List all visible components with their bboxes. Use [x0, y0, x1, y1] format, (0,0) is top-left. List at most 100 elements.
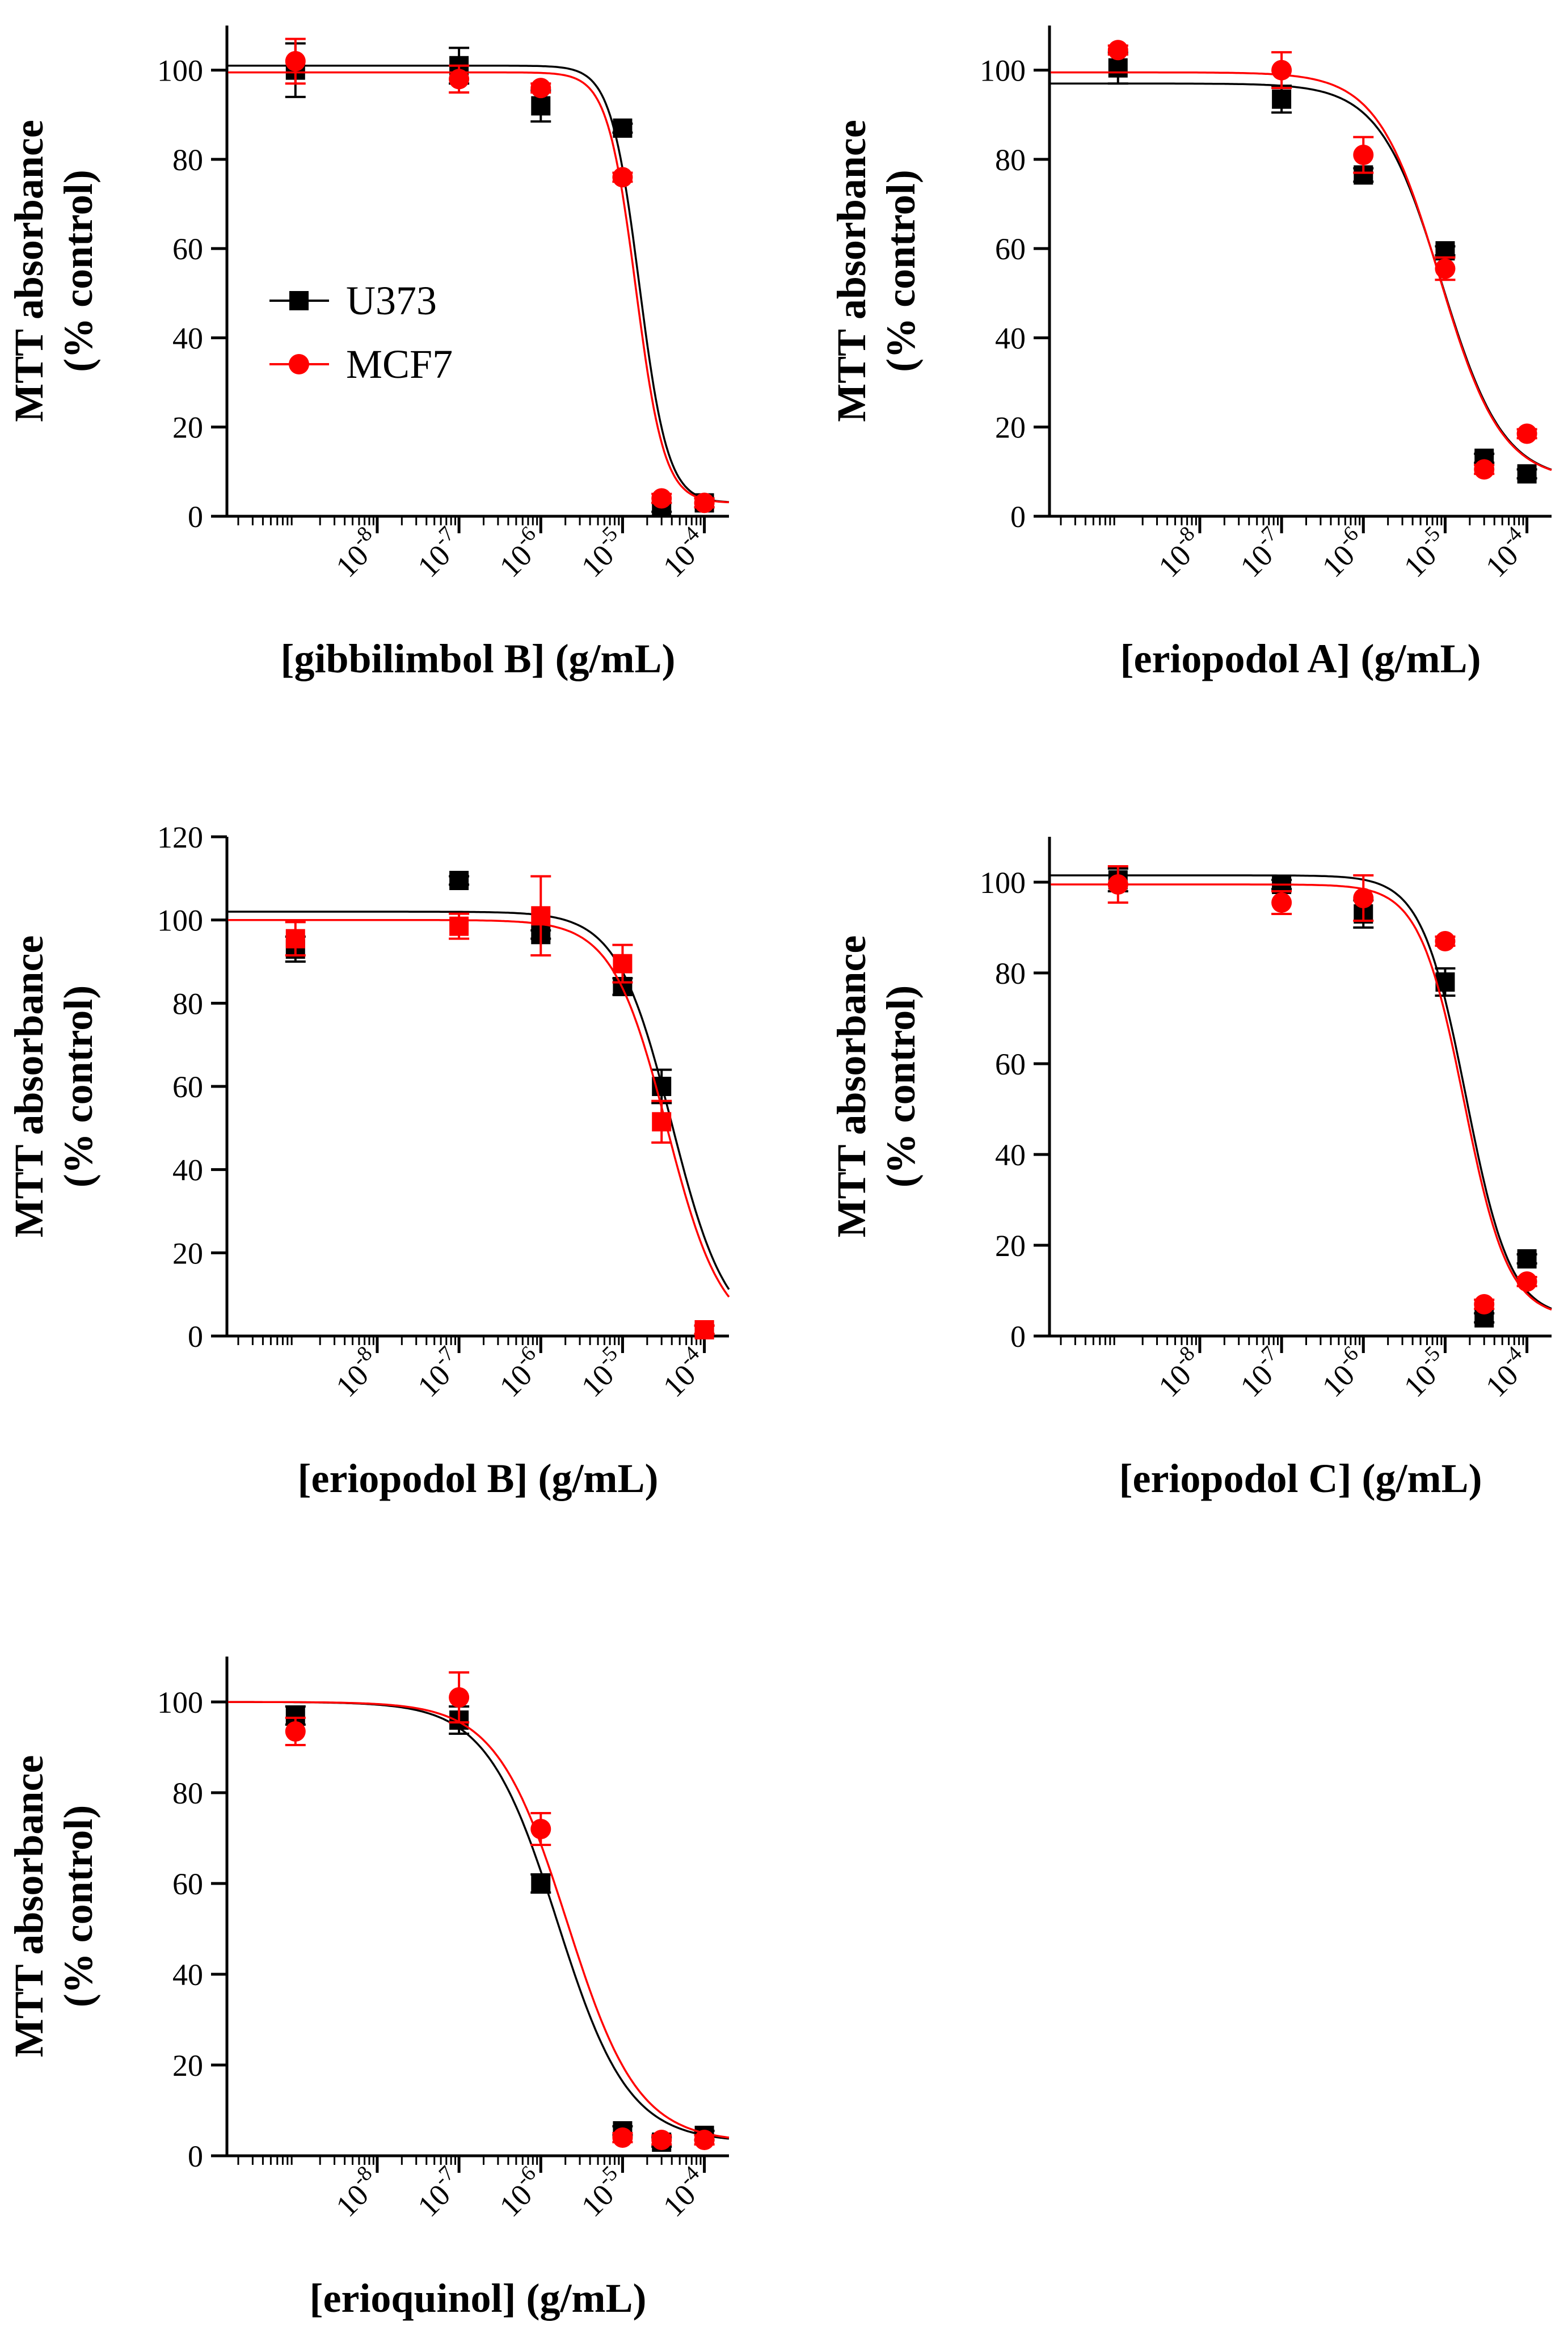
data-point	[531, 1874, 551, 1893]
y-tick-label: 20	[995, 411, 1026, 445]
y-axis-subtitle: (% control)	[56, 1805, 101, 2008]
fit-curve-u373	[1051, 82, 1552, 471]
data-point	[530, 1819, 551, 1839]
data-point	[285, 929, 305, 949]
y-tick-label: 40	[172, 1153, 203, 1187]
y-tick-label: 40	[172, 1958, 203, 1992]
chart-panel-5: 02040608010010-810-710-610-510-4[erioqui…	[6, 1657, 730, 2321]
y-tick-label: 20	[995, 1229, 1026, 1263]
fit-curve-mcf7	[1051, 883, 1552, 1311]
data-point	[1353, 145, 1374, 166]
data-point	[612, 167, 633, 188]
y-tick-label: 20	[172, 1236, 203, 1270]
y-tick-label: 20	[172, 2049, 203, 2083]
data-point	[1435, 258, 1456, 279]
data-point	[449, 871, 469, 890]
y-axis-subtitle: (% control)	[56, 985, 101, 1188]
y-tick-label: 0	[188, 500, 203, 534]
y-tick-label: 60	[172, 1070, 203, 1104]
x-axis-title: [eriopodol A] (g/mL)	[1120, 636, 1481, 681]
data-point	[530, 78, 551, 99]
y-tick-label: 80	[172, 987, 203, 1021]
data-point	[285, 50, 306, 71]
y-tick-label: 60	[995, 232, 1026, 266]
data-point	[1435, 931, 1456, 951]
legend-label: MCF7	[346, 342, 453, 387]
y-axis-title: MTT absorbance	[829, 935, 874, 1238]
data-point	[1271, 60, 1292, 81]
data-point	[1474, 1294, 1495, 1314]
chart-panel-4: 02040608010010-810-710-610-510-4[eriopod…	[829, 837, 1552, 1501]
data-point	[449, 1687, 470, 1708]
fit-curve-u373	[1051, 874, 1552, 1310]
data-point	[1517, 464, 1537, 484]
data-point	[694, 1320, 714, 1339]
data-point	[531, 96, 551, 116]
y-axis-subtitle: (% control)	[878, 985, 924, 1188]
data-point	[1353, 888, 1374, 908]
y-axis-title: MTT absorbance	[6, 935, 52, 1238]
data-point	[1517, 1249, 1537, 1269]
y-tick-label: 100	[980, 54, 1026, 88]
data-point	[285, 1721, 306, 1742]
y-axis-subtitle: (% control)	[878, 170, 924, 372]
y-tick-label: 0	[188, 2139, 203, 2173]
data-point	[651, 488, 672, 509]
data-point	[694, 492, 715, 513]
y-axis-title: MTT absorbance	[6, 1755, 52, 2058]
data-point	[1108, 58, 1128, 78]
fit-curve-u373	[228, 1701, 730, 2140]
y-tick-label: 120	[157, 820, 203, 854]
data-point	[612, 2127, 633, 2148]
legend-marker	[289, 354, 309, 374]
fit-curve-mcf7	[228, 1701, 730, 2139]
y-tick-label: 40	[995, 1138, 1026, 1172]
y-tick-label: 100	[157, 1685, 203, 1720]
chart-panel-3: 02040608010012010-810-710-610-510-4[erio…	[6, 820, 730, 1501]
y-tick-label: 40	[172, 321, 203, 355]
data-point	[652, 1112, 672, 1132]
chart-panel-1: 02040608010010-810-710-610-510-4[gibbili…	[6, 26, 730, 681]
legend: U373 MCF7	[269, 278, 453, 387]
data-point	[613, 954, 633, 974]
y-tick-label: 100	[980, 866, 1026, 900]
data-point	[1271, 892, 1292, 913]
y-tick-label: 80	[172, 143, 203, 177]
data-point	[1516, 1271, 1537, 1292]
x-axis-title: [eriopodol C] (g/mL)	[1119, 1456, 1482, 1501]
fit-curve-mcf7	[228, 918, 730, 1298]
chart-panel-2: 02040608010010-810-710-610-510-4[eriopod…	[829, 26, 1552, 681]
fit-curve-mcf7	[1051, 71, 1552, 471]
y-tick-label: 80	[172, 1776, 203, 1810]
data-point	[1107, 40, 1128, 61]
y-tick-label: 100	[157, 904, 203, 938]
y-tick-label: 80	[995, 956, 1026, 991]
data-point	[651, 2130, 672, 2150]
data-point	[694, 2130, 715, 2150]
legend-marker	[289, 291, 309, 310]
y-tick-label: 100	[157, 54, 203, 88]
data-point	[1272, 89, 1292, 109]
y-tick-label: 60	[172, 1867, 203, 1901]
x-axis-title: [erioquinol] (g/mL)	[310, 2275, 647, 2321]
y-tick-label: 40	[995, 321, 1026, 355]
fit-curve-mcf7	[228, 71, 730, 504]
y-tick-label: 60	[172, 232, 203, 266]
data-point	[1474, 459, 1495, 480]
legend-label: U373	[346, 278, 437, 323]
data-point	[531, 906, 551, 926]
y-tick-label: 0	[188, 1320, 203, 1354]
x-axis-title: [gibbilimbol B] (g/mL)	[280, 636, 675, 681]
data-point	[1516, 423, 1537, 444]
data-point	[1107, 874, 1128, 895]
y-tick-label: 60	[995, 1047, 1026, 1081]
y-axis-title: MTT absorbance	[6, 120, 52, 422]
y-axis-subtitle: (% control)	[56, 170, 101, 372]
y-tick-label: 20	[172, 411, 203, 445]
x-axis-title: [eriopodol B] (g/mL)	[298, 1456, 659, 1501]
fit-curve-u373	[228, 65, 730, 503]
data-point	[613, 118, 633, 138]
y-tick-label: 0	[1010, 1320, 1026, 1354]
y-axis-title: MTT absorbance	[829, 120, 874, 422]
